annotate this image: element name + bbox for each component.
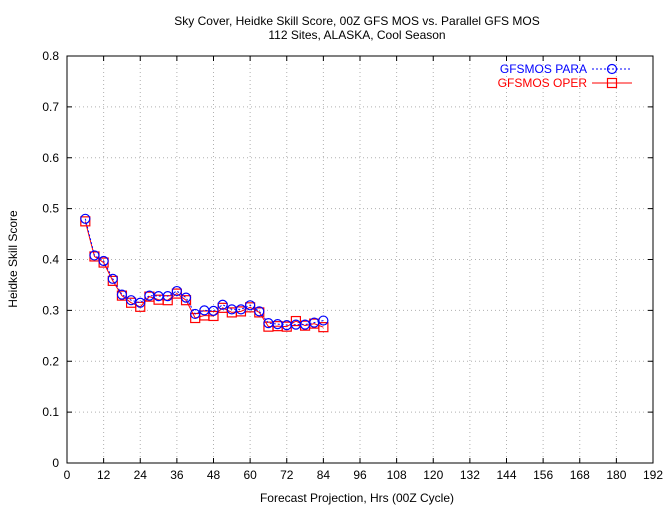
x-tick-label: 108 <box>387 468 407 482</box>
axis-ticks: 0 12 24 36 48 60 72 84 96 108 120 132 144 156 168 180 19… <box>42 49 663 482</box>
y-tick-label: 0.5 <box>42 202 59 216</box>
x-tick-label: 168 <box>570 468 590 482</box>
x-tick-label: 96 <box>353 468 367 482</box>
data-point <box>80 213 91 224</box>
series-layer <box>80 213 329 333</box>
data-point <box>208 310 219 322</box>
data-point <box>135 301 146 312</box>
x-tick-label: 12 <box>97 468 111 482</box>
chart-subtitle: 112 Sites, ALASKA, Cool Season <box>268 28 445 42</box>
data-point <box>125 295 137 306</box>
x-tick-label: 156 <box>533 468 553 482</box>
x-tick-label: 192 <box>643 468 663 482</box>
data-point <box>107 273 118 284</box>
data-point <box>80 216 91 227</box>
data-point <box>318 315 329 326</box>
legend-label: GFSMOS PARA <box>500 62 587 76</box>
x-axis-label: Forecast Projection, Hrs (00Z Cycle) <box>260 491 454 505</box>
data-point <box>171 288 182 299</box>
x-tick-label: 60 <box>243 468 257 482</box>
data-point <box>180 292 192 303</box>
x-tick-label: 84 <box>317 468 331 482</box>
y-tick-label: 0.3 <box>42 303 59 317</box>
data-point <box>208 305 219 316</box>
x-tick-label: 120 <box>423 468 443 482</box>
x-tick-label: 180 <box>606 468 626 482</box>
data-point <box>254 306 265 317</box>
data-point <box>89 250 100 261</box>
x-tick-label: 132 <box>460 468 480 482</box>
y-tick-label: 0.7 <box>42 100 59 114</box>
x-tick-label: 72 <box>280 468 294 482</box>
series-line <box>84 218 324 326</box>
y-tick-label: 0 <box>52 456 59 470</box>
x-tick-label: 24 <box>134 468 148 482</box>
data-point <box>116 289 128 300</box>
x-tick-label: 144 <box>496 468 516 482</box>
chart-title: Sky Cover, Heidke Skill Score, 00Z GFS M… <box>174 14 539 28</box>
data-point <box>235 304 247 315</box>
data-point <box>318 322 329 333</box>
data-point <box>135 297 146 308</box>
data-point <box>98 255 109 267</box>
y-tick-label: 0.1 <box>42 405 59 419</box>
legend-marker <box>606 63 618 75</box>
data-point <box>162 291 173 302</box>
y-axis-label: Heidke Skill Score <box>6 210 20 308</box>
data-point <box>171 285 182 297</box>
legend-marker <box>606 77 618 89</box>
data-point <box>180 295 192 306</box>
plot-frame <box>66 55 654 464</box>
y-tick-label: 0.6 <box>42 151 59 165</box>
x-tick-label: 48 <box>207 468 221 482</box>
data-point <box>190 308 201 320</box>
y-tick-label: 0.8 <box>42 49 59 63</box>
data-point <box>217 299 228 310</box>
y-tick-label: 0.2 <box>42 354 59 368</box>
y-tick-label: 0.4 <box>42 253 59 267</box>
legend-label: GFSMOS OPER <box>498 76 588 90</box>
x-tick-label: 0 <box>64 468 71 482</box>
data-point <box>245 300 256 311</box>
x-tick-label: 36 <box>170 468 184 482</box>
grid <box>67 56 653 463</box>
